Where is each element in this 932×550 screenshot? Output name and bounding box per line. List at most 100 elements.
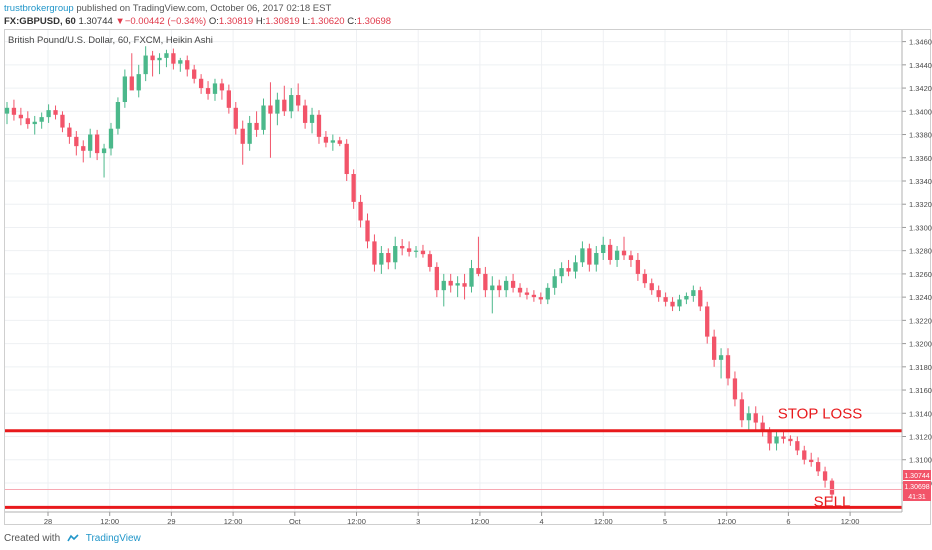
candle	[483, 266, 488, 298]
candle-body	[427, 254, 433, 267]
candle-body	[809, 459, 814, 463]
candle-body	[164, 53, 169, 58]
candle	[656, 285, 661, 302]
candle	[296, 83, 301, 112]
candle-body	[178, 60, 183, 64]
level-label: STOP LOSS	[778, 406, 863, 423]
last-price: 1.30744	[78, 16, 113, 27]
candle-body	[732, 378, 738, 400]
candle-body	[122, 76, 128, 103]
candle	[705, 301, 710, 344]
candle	[226, 84, 231, 114]
level-label: SELL	[814, 493, 851, 510]
candle-body	[323, 136, 329, 143]
candle-body	[205, 88, 211, 94]
candle-body	[330, 140, 335, 143]
candle	[282, 85, 287, 116]
candle-body	[157, 57, 162, 61]
candle-body	[711, 336, 717, 360]
candle	[164, 49, 169, 68]
candle	[538, 292, 543, 305]
candle-body	[316, 114, 322, 137]
candle	[67, 122, 72, 144]
y-tick-label: 1.33600	[909, 154, 932, 163]
candle	[628, 250, 634, 267]
candle-body	[455, 283, 460, 286]
candle	[198, 74, 204, 94]
candle	[608, 239, 613, 265]
high-label: H:	[255, 16, 266, 27]
candle	[677, 294, 682, 312]
candle	[635, 252, 641, 281]
tradingview-brand[interactable]: TradingView	[85, 533, 141, 544]
candle-body	[150, 55, 155, 61]
candle-body	[289, 95, 294, 112]
candle-body	[129, 76, 134, 91]
candle-body	[608, 244, 613, 260]
candle-body	[108, 128, 114, 149]
candle	[25, 111, 30, 129]
candle	[136, 64, 141, 98]
time-axis: 28 12:00 29 12:00 Oct 12:00 3 12:00 4 12:00 5 12:00…	[5, 511, 902, 526]
candle	[545, 283, 550, 305]
candle	[510, 273, 516, 293]
candle-body	[497, 285, 502, 291]
candle-body	[448, 280, 453, 286]
candle	[129, 53, 134, 91]
candle	[524, 287, 530, 300]
candle	[219, 78, 225, 100]
candle	[781, 431, 786, 444]
candle	[32, 115, 37, 135]
x-tick-label: 5	[663, 517, 667, 526]
close-label: C:	[347, 16, 357, 27]
x-tick-label: 28	[44, 517, 52, 526]
tradingview-logo-icon	[67, 534, 79, 542]
candle-body	[400, 246, 405, 249]
candle	[455, 276, 460, 298]
candle	[240, 120, 245, 165]
candles	[4, 46, 835, 502]
candle	[157, 53, 162, 75]
y-tick-label: 1.33200	[909, 200, 932, 209]
y-tick-label: 1.32400	[909, 293, 932, 302]
candle-body	[815, 462, 821, 472]
candle	[718, 348, 724, 379]
y-tick-label: 1.31600	[909, 386, 932, 395]
publish-text: published on TradingView.com, October 06…	[73, 3, 332, 14]
candle	[46, 104, 51, 123]
candle	[205, 81, 211, 100]
candle	[309, 107, 315, 134]
y-tick-label: 1.33400	[909, 177, 932, 186]
candle	[746, 406, 751, 430]
candle-body	[302, 105, 308, 123]
candle-body	[510, 280, 516, 288]
high-value: 1.30819	[265, 16, 300, 27]
candle-body	[538, 297, 543, 300]
candle-body	[247, 122, 252, 144]
candle-body	[67, 127, 72, 137]
candle	[601, 236, 606, 260]
candle-body	[469, 268, 474, 287]
price-tag-bg	[903, 481, 931, 491]
candle	[330, 134, 335, 151]
author-link[interactable]: trustbrokergroup	[4, 3, 74, 14]
y-tick-label: 1.32000	[909, 340, 932, 349]
y-tick-label: 1.31000	[909, 456, 932, 465]
candle	[351, 169, 356, 209]
candle	[725, 348, 731, 386]
candle	[302, 99, 308, 129]
candle-body	[240, 128, 245, 144]
candle-body	[420, 250, 426, 255]
candle	[88, 128, 93, 158]
candle	[739, 392, 745, 428]
candle	[171, 48, 176, 70]
candle	[178, 57, 183, 72]
candle-body	[219, 83, 225, 91]
candle-body	[136, 74, 141, 91]
candle-body	[476, 268, 481, 274]
candle	[649, 278, 654, 295]
candle	[448, 273, 453, 293]
candle	[684, 292, 689, 305]
candle	[337, 136, 342, 147]
